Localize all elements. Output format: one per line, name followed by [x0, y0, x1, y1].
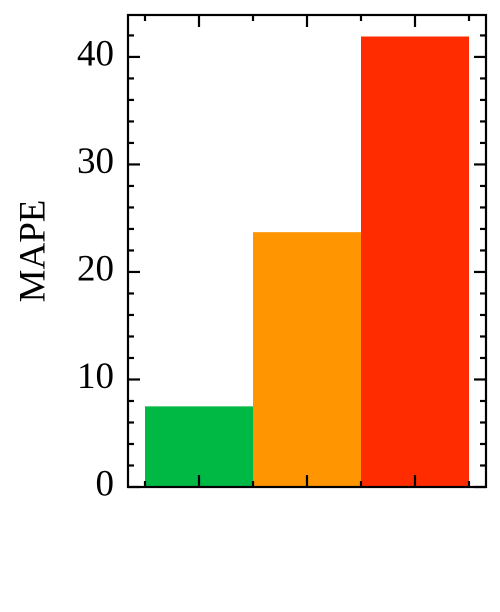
y-tick-label: 20: [77, 248, 114, 289]
y-tick-label: 0: [96, 463, 115, 504]
y-tick-label: 30: [77, 141, 114, 182]
bar: [145, 406, 253, 487]
bar: [253, 232, 361, 487]
y-tick-label: 10: [77, 356, 114, 397]
y-tick-label: 40: [77, 33, 114, 74]
bar: [361, 36, 469, 487]
y-axis-label: MAPE: [12, 200, 53, 303]
